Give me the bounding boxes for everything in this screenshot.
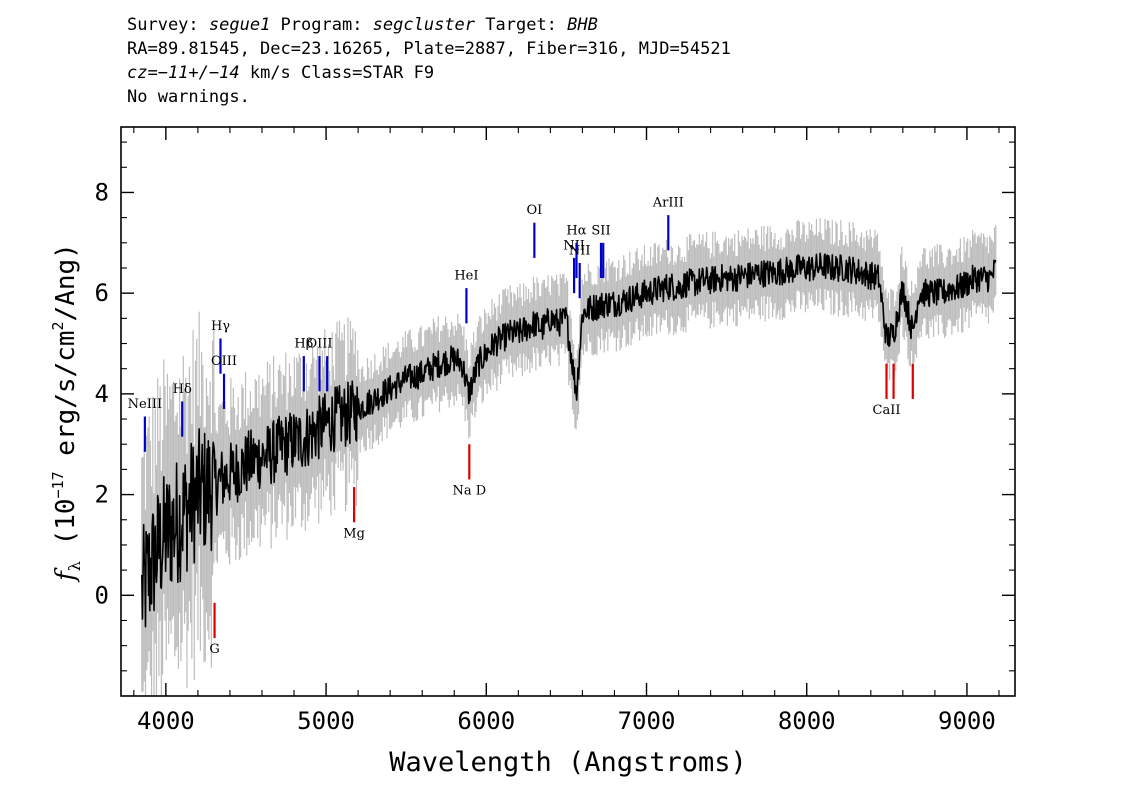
plot-frame xyxy=(120,126,1016,697)
line-marker-label: OIII xyxy=(306,337,332,352)
line-marker-label: Hα xyxy=(566,223,586,238)
flux-layer xyxy=(141,252,997,628)
line-marker-label: CaII xyxy=(873,403,901,418)
line-marker-label: Hγ xyxy=(211,319,230,334)
line-marker-label: G xyxy=(209,642,219,657)
y-axis-title-close: /Ang) xyxy=(51,243,81,321)
line-marker-label: HeI xyxy=(454,269,478,284)
y-axis-title-text: fλ (10−17 erg/s/cm2/Ang) xyxy=(49,243,84,583)
header-block: Survey: segue1 Program: segcluster Targe… xyxy=(127,15,731,107)
line-marker-label: OIII xyxy=(211,354,237,369)
line-marker-label: Na D xyxy=(452,484,486,499)
header-coordinates-line: RA=89.81545, Dec=23.16265, Plate=2887, F… xyxy=(127,39,731,59)
plot-area: NeIIIHδHγOIIIHβOIIIHeIOINIIHαNIISIIArIII… xyxy=(95,126,1016,735)
header-redshift-line: cz=−11+/−14 km/s Class=STAR F9 xyxy=(127,63,434,83)
x-tick-label: 5000 xyxy=(297,707,355,735)
line-marker-label: Mg xyxy=(343,526,365,541)
y-axis-title-mid: erg/s/cm xyxy=(51,330,81,471)
line-marker-label: Hδ xyxy=(173,382,192,397)
flux-line xyxy=(141,252,997,628)
x-tick-label: 9000 xyxy=(938,707,996,735)
error-band-layer xyxy=(141,218,997,696)
line-marker-label: NII xyxy=(563,238,585,253)
y-axis-title-exp1: −17 xyxy=(49,471,67,498)
header-segment-5: BHB xyxy=(567,15,598,35)
x-axis-title: Wavelength (Angstroms) xyxy=(389,747,747,778)
y-axis-title-open: (10 xyxy=(51,498,81,561)
header-segment-0: Survey: xyxy=(127,15,209,35)
header-segment-3: segcluster xyxy=(373,15,476,35)
line-marker-label: NeIII xyxy=(128,397,162,412)
x-tick-label: 7000 xyxy=(618,707,676,735)
line-marker-layer: NeIIIHδHγOIIIHβOIIIHeIOINIIHαNIISIIArIII… xyxy=(128,196,914,657)
header-segment-0: cz=−11+/−14 xyxy=(127,63,240,83)
x-tick-label: 8000 xyxy=(778,707,836,735)
line-marker-label: NII xyxy=(569,243,591,258)
x-tick-label: 4000 xyxy=(137,707,195,735)
line-marker-label: OI xyxy=(526,203,542,218)
line-marker-label: Hβ xyxy=(294,337,313,352)
y-tick-label: 2 xyxy=(95,481,109,509)
y-axis-title-subscript: λ xyxy=(65,561,84,571)
line-marker-label: ArIII xyxy=(652,196,684,211)
y-axis-title: fλ (10−17 erg/s/cm2/Ang) xyxy=(49,243,84,583)
header-segment-1: segue1 xyxy=(209,15,270,35)
x-tick-label: 6000 xyxy=(457,707,515,735)
y-tick-label: 4 xyxy=(95,380,109,408)
y-tick-label: 6 xyxy=(95,279,109,307)
header-segment-1: km/s Class=STAR F9 xyxy=(240,63,434,83)
line-marker-label: SII xyxy=(591,223,610,238)
y-tick-label: 8 xyxy=(95,178,109,206)
tick-layer: 4000 5000 6000 7000 8000 9000 0 2 4 6 8 xyxy=(95,127,1015,735)
header-warnings-line: No warnings. xyxy=(127,87,250,107)
header-segment-4: Target: xyxy=(475,15,567,35)
y-tick-label: 0 xyxy=(95,581,109,609)
header-survey-line: Survey: segue1 Program: segcluster Targe… xyxy=(127,15,598,35)
y-axis-title-exp2: 2 xyxy=(49,321,67,330)
header-segment-2: Program: xyxy=(270,15,372,35)
